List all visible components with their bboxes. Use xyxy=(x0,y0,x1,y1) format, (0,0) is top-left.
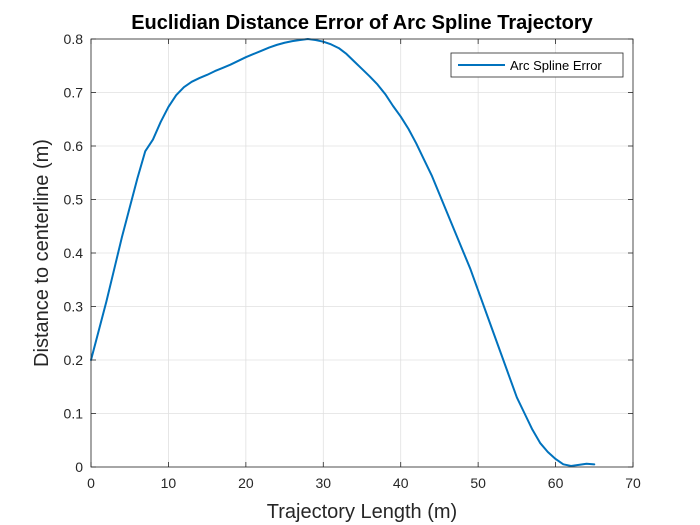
y-tick-label: 0.6 xyxy=(64,138,84,154)
x-tick-label: 60 xyxy=(548,475,564,491)
chart-title: Euclidian Distance Error of Arc Spline T… xyxy=(131,12,593,34)
x-tick-label: 30 xyxy=(315,475,331,491)
y-tick-label: 0.4 xyxy=(64,245,84,261)
y-tick-label: 0.2 xyxy=(64,352,84,368)
x-tick-labels: 0 10 20 30 40 50 60 70 xyxy=(87,475,641,491)
x-tick-label: 20 xyxy=(238,475,254,491)
legend: Arc Spline Error xyxy=(450,52,624,78)
x-axis-title: Trajectory Length (m) xyxy=(267,501,457,523)
series-line-arc-spline-error xyxy=(90,38,596,467)
y-tick-label: 0 xyxy=(75,459,83,475)
x-tick-label: 50 xyxy=(470,475,486,491)
tick-marks xyxy=(90,38,634,468)
y-tick-labels: 0 0.1 0.2 0.3 0.4 0.5 0.6 0.7 0.8 xyxy=(64,31,84,475)
x-tick-label: 70 xyxy=(625,475,641,491)
x-tick-label: 0 xyxy=(87,475,95,491)
y-tick-label: 0.7 xyxy=(64,85,84,101)
y-axis-title: Distance to centerline (m) xyxy=(31,139,53,367)
series-layer xyxy=(90,38,596,467)
x-tick-label: 40 xyxy=(393,475,409,491)
y-tick-label: 0.8 xyxy=(64,31,84,47)
y-tick-label: 0.3 xyxy=(64,299,84,315)
y-tick-label: 0.5 xyxy=(64,192,84,208)
y-tick-label: 0.1 xyxy=(64,406,84,422)
legend-label: Arc Spline Error xyxy=(510,58,602,73)
x-tick-label: 10 xyxy=(161,475,177,491)
